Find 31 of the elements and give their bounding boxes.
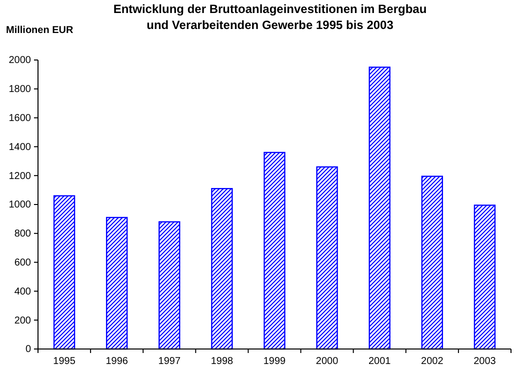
- bar: [421, 176, 444, 350]
- x-tick-label: 1999: [263, 356, 286, 368]
- bar: [158, 221, 180, 350]
- x-tick-label: 1998: [210, 356, 234, 368]
- x-tick-label: 2000: [316, 356, 339, 368]
- bar: [368, 66, 390, 350]
- y-tick-label: 600: [14, 258, 32, 268]
- y-tick-label: 1200: [8, 170, 32, 182]
- x-tick-label: 1997: [158, 356, 181, 368]
- x-tick-label: 2003: [474, 356, 496, 368]
- bar: [264, 152, 286, 350]
- y-tick-label: 1600: [8, 113, 32, 124]
- y-tick-label: 2000: [8, 55, 32, 66]
- bar: [53, 195, 76, 350]
- y-tick-label: 1000: [8, 200, 32, 211]
- bar: [211, 188, 233, 350]
- x-tick-label: 2001: [368, 356, 392, 368]
- y-tick-label: 0: [25, 344, 32, 356]
- chart-title: Entwicklung der Bruttoanlageinvestitionen im Bergbau und Verarbeitenden Gewerbe 1995 bis 2003: [113, 2, 427, 32]
- y-tick-label: 1800: [8, 84, 32, 96]
- y-tick-label: 400: [14, 286, 32, 298]
- y-tick-label: 1400: [8, 142, 32, 153]
- bar: [316, 166, 338, 350]
- y-tick-label: 800: [14, 228, 32, 240]
- y-axis-title: Millionen EUR: [6, 25, 74, 36]
- x-tick-label: 1995: [53, 356, 76, 368]
- bar: [474, 204, 496, 350]
- bar: [106, 216, 128, 350]
- x-tick-label: 1996: [106, 356, 128, 368]
- x-tick-label: 2002: [421, 356, 444, 368]
- y-tick-label: 200: [14, 315, 32, 326]
